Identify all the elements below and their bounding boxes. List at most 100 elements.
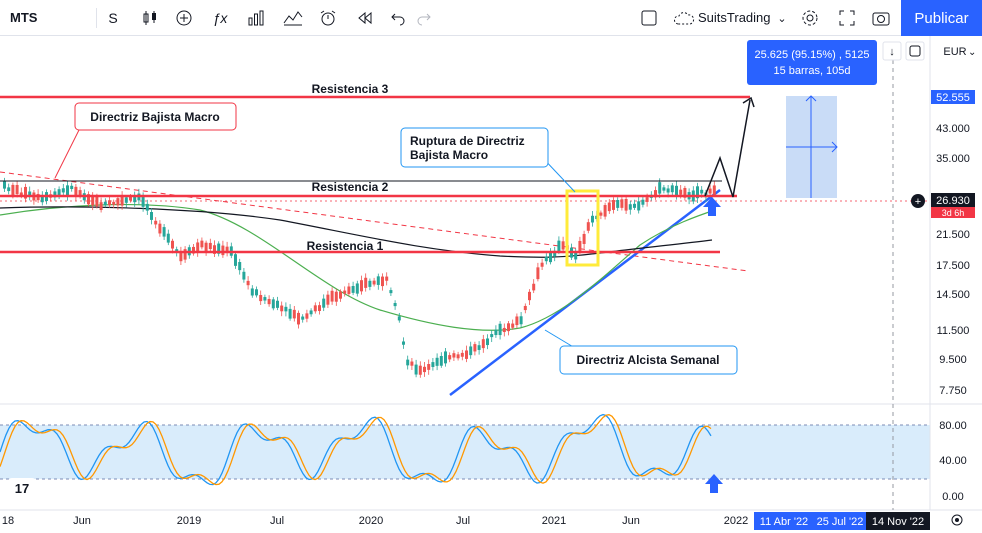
- camera-icon[interactable]: [870, 7, 892, 29]
- candle: [633, 199, 636, 211]
- currency-selector[interactable]: EUR: [943, 46, 966, 58]
- time-tick-label: 2020: [359, 515, 383, 527]
- gear-icon[interactable]: [951, 514, 963, 526]
- stoch-tick-label: 0.00: [942, 491, 963, 503]
- range-badge-middle: [814, 512, 866, 530]
- candle: [225, 241, 229, 257]
- time-axis[interactable]: 18 Jun 2019 Jul 2020 Jul 2021 Jun 2022: [2, 515, 748, 527]
- range-label-start: 11 Abr '22: [760, 516, 808, 528]
- candle: [385, 272, 389, 286]
- time-tick-label: 2021: [542, 515, 566, 527]
- brand-name[interactable]: SuitsTrading: [698, 10, 771, 25]
- candle: [7, 183, 11, 195]
- candle: [238, 258, 242, 275]
- candle: [372, 277, 376, 287]
- crosshair-price-badge: [931, 193, 975, 207]
- ruptura-callout: [400, 127, 549, 168]
- undo-icon[interactable]: [388, 7, 408, 29]
- candle: [24, 183, 27, 203]
- candle: [402, 337, 405, 349]
- candle: [544, 253, 548, 265]
- candle: [103, 198, 107, 208]
- chart-canvas[interactable]: Resistencia 3 Resistencia 2 Resistencia …: [0, 36, 982, 533]
- candle: [162, 223, 166, 240]
- candle-type-icon[interactable]: [138, 7, 162, 29]
- candle: [683, 185, 687, 201]
- candle: [355, 280, 359, 297]
- directriz-alcista-callout: [559, 345, 738, 375]
- candle: [427, 359, 431, 375]
- price-tick-label: 11.500: [937, 325, 970, 337]
- candle: [154, 217, 158, 229]
- stoch-k-line: [0, 413, 712, 486]
- fx-icon[interactable]: ƒx: [212, 10, 228, 26]
- candle: [536, 262, 540, 282]
- candle: [280, 301, 284, 317]
- chevron-down-icon[interactable]: ⌄: [968, 47, 976, 58]
- candle: [620, 197, 624, 211]
- candle: [53, 187, 57, 201]
- candle: [481, 334, 485, 353]
- up-arrow-icon: [703, 197, 721, 216]
- scroll-down-button[interactable]: [882, 41, 902, 61]
- candle: [712, 180, 716, 197]
- candle: [708, 185, 712, 196]
- time-tick-label: Jun: [73, 515, 91, 527]
- candle: [423, 362, 426, 377]
- bar-chart-icon[interactable]: [244, 7, 268, 29]
- measure-tooltip-line1: 25.625 (95.15%) , 5125: [755, 49, 870, 61]
- candle: [397, 312, 401, 323]
- fullscreen-icon[interactable]: [836, 7, 858, 29]
- candle: [607, 199, 611, 214]
- candle: [133, 191, 137, 207]
- time-tick-label: 2019: [177, 515, 201, 527]
- candle: [297, 310, 300, 329]
- price-tick-label: 35.000: [936, 153, 970, 165]
- templates-icon[interactable]: [281, 7, 305, 29]
- candle: [234, 251, 237, 269]
- candle: [259, 290, 263, 305]
- cloud-icon[interactable]: [672, 7, 696, 29]
- candle: [376, 273, 380, 290]
- candle: [494, 325, 498, 338]
- add-alert-button[interactable]: [911, 194, 925, 208]
- candle: [624, 196, 628, 215]
- candle: [507, 321, 510, 336]
- interval-selector[interactable]: S: [108, 10, 118, 26]
- reset-icon: [909, 45, 921, 57]
- time-tick-label: Jul: [456, 515, 470, 527]
- projection-arrow-head: [742, 96, 755, 108]
- up-arrow-icon: [705, 474, 723, 493]
- candle: [334, 289, 338, 306]
- candle: [439, 352, 443, 368]
- candle: [246, 276, 250, 290]
- candle: [502, 323, 506, 337]
- publish-button[interactable]: Publicar: [901, 0, 982, 36]
- layout-icon[interactable]: [638, 7, 660, 29]
- replay-icon[interactable]: [353, 7, 377, 29]
- candle: [74, 184, 78, 201]
- gear-icon[interactable]: [799, 7, 821, 29]
- candle: [330, 287, 334, 305]
- stoch-axis[interactable]: 80.00 40.00 0.00: [939, 420, 967, 503]
- price-axis[interactable]: 43.000 35.000 21.500 17.500 14.500 11.500 9.50…: [936, 123, 970, 397]
- candle: [599, 210, 603, 220]
- candle: [305, 309, 309, 323]
- indicators-add-icon[interactable]: [172, 7, 196, 29]
- arrow-down-icon: ↓: [889, 46, 895, 58]
- countdown-label: 3d 6h: [942, 208, 965, 218]
- toolbar-divider: [96, 8, 97, 28]
- candle: [515, 313, 519, 329]
- candle: [498, 321, 502, 340]
- redo-icon[interactable]: [414, 7, 434, 29]
- candle: [381, 273, 384, 291]
- candle: [519, 311, 523, 328]
- reset-scale-button[interactable]: [905, 41, 925, 61]
- chevron-down-icon[interactable]: ⌄: [777, 12, 787, 25]
- alarm-icon[interactable]: [316, 7, 340, 29]
- resistencia-1-label: Resistencia 1: [307, 239, 384, 253]
- stoch-tick-label: 40.00: [939, 455, 967, 467]
- candle: [284, 302, 288, 317]
- symbol-label[interactable]: MTS: [10, 10, 38, 25]
- directriz-bajista-label: Directriz Bajista Macro: [90, 110, 219, 124]
